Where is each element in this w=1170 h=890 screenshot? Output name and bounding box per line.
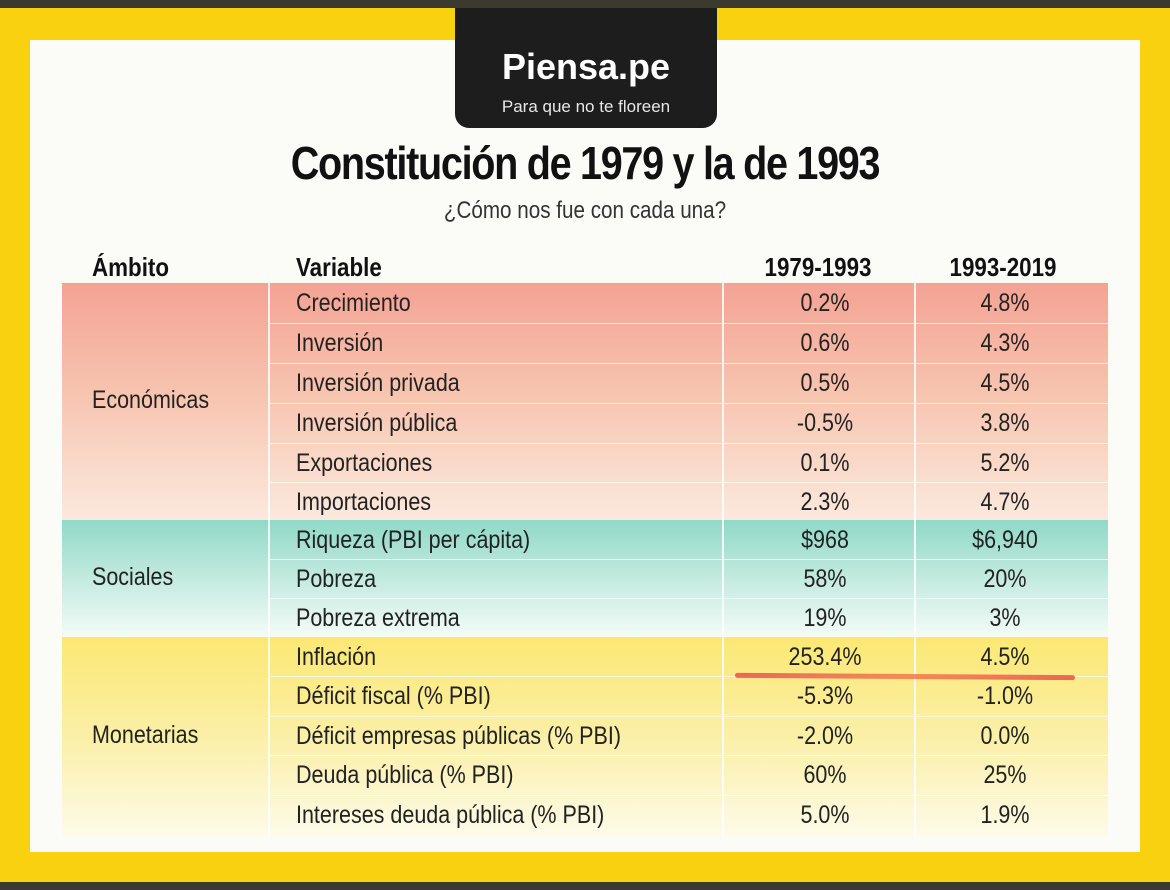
variable-cell: Pobreza extrema bbox=[296, 604, 460, 632]
column-divider bbox=[722, 283, 724, 837]
value-1979-1993-cell: -2.0% bbox=[796, 722, 854, 750]
value-1979-1993-cell: 58% bbox=[803, 565, 847, 593]
value-1993-2019-cell: 1.9% bbox=[980, 801, 1030, 829]
variable-cell: Inversión bbox=[296, 329, 384, 357]
header-period-1979-1993: 1979-1993 bbox=[764, 252, 872, 282]
value-1979-1993-cell: 19% bbox=[803, 604, 847, 632]
value-1993-2019-cell: 4.8% bbox=[980, 289, 1030, 317]
section-label: Monetarias bbox=[92, 721, 199, 749]
value-1993-2019-cell: 20% bbox=[983, 565, 1027, 593]
value-1979-1993-cell: 2.3% bbox=[800, 488, 850, 516]
page-title: Constitución de 1979 y la de 1993 bbox=[290, 137, 881, 189]
row-divider bbox=[270, 482, 1108, 483]
value-1979-1993-cell: $968 bbox=[801, 526, 849, 554]
row-divider bbox=[270, 755, 1108, 756]
value-1979-1993-cell: 60% bbox=[803, 761, 847, 789]
section-band-economicas bbox=[62, 283, 1108, 520]
value-1993-2019-cell: 3% bbox=[989, 604, 1021, 632]
value-1993-2019-cell: 4.3% bbox=[980, 329, 1030, 357]
value-1979-1993-cell: 253.4% bbox=[788, 643, 862, 671]
value-1979-1993-cell: 5.0% bbox=[800, 801, 850, 829]
value-1979-1993-cell: 0.2% bbox=[800, 289, 850, 317]
variable-cell: Exportaciones bbox=[296, 449, 433, 477]
row-divider bbox=[270, 363, 1108, 364]
variable-cell: Intereses deuda pública (% PBI) bbox=[296, 801, 605, 829]
variable-cell: Pobreza bbox=[296, 565, 377, 593]
brand-logo: Piensa.pe bbox=[501, 46, 671, 87]
variable-cell: Deuda pública (% PBI) bbox=[296, 761, 514, 789]
row-divider bbox=[270, 598, 1108, 599]
value-1979-1993-cell: 0.6% bbox=[800, 329, 850, 357]
value-1993-2019-cell: 0.0% bbox=[980, 722, 1030, 750]
row-divider bbox=[270, 443, 1108, 444]
value-1993-2019-cell: $6,940 bbox=[972, 526, 1038, 554]
value-1993-2019-cell: 4.5% bbox=[980, 643, 1030, 671]
value-1979-1993-cell: 0.5% bbox=[800, 369, 850, 397]
variable-cell: Riqueza (PBI per cápita) bbox=[296, 526, 531, 554]
variable-cell: Inversión privada bbox=[296, 369, 460, 397]
row-divider bbox=[270, 716, 1108, 717]
row-divider bbox=[270, 403, 1108, 404]
section-band-monetarias bbox=[62, 637, 1108, 837]
brand-badge: Piensa.pe Para que no te floreen bbox=[455, 8, 717, 128]
value-1993-2019-cell: 5.2% bbox=[980, 449, 1030, 477]
header-period-1993-2019: 1993-2019 bbox=[949, 252, 1057, 282]
header-variable: Variable bbox=[296, 252, 382, 282]
variable-cell: Importaciones bbox=[296, 488, 432, 516]
brand-tagline: Para que no te floreen bbox=[501, 97, 671, 116]
value-1993-2019-cell: 25% bbox=[983, 761, 1027, 789]
column-divider bbox=[914, 283, 916, 837]
variable-cell: Crecimiento bbox=[296, 289, 411, 317]
value-1979-1993-cell: -0.5% bbox=[796, 409, 854, 437]
variable-cell: Inversión pública bbox=[296, 409, 458, 437]
section-band-sociales bbox=[62, 520, 1108, 637]
header-ambito: Ámbito bbox=[92, 252, 170, 282]
value-1993-2019-cell: 4.5% bbox=[980, 369, 1030, 397]
variable-cell: Inflación bbox=[296, 643, 377, 671]
column-divider bbox=[268, 283, 270, 837]
row-divider bbox=[270, 676, 1108, 677]
row-divider bbox=[270, 323, 1108, 324]
row-divider bbox=[270, 795, 1108, 796]
page-subtitle: ¿Cómo nos fue con cada una? bbox=[443, 197, 727, 224]
value-1993-2019-cell: 3.8% bbox=[980, 409, 1030, 437]
value-1993-2019-cell: -1.0% bbox=[976, 682, 1034, 710]
section-label: Sociales bbox=[92, 563, 174, 591]
row-divider bbox=[270, 559, 1108, 560]
variable-cell: Déficit fiscal (% PBI) bbox=[296, 682, 491, 710]
value-1979-1993-cell: -5.3% bbox=[796, 682, 854, 710]
variable-cell: Déficit empresas públicas (% PBI) bbox=[296, 722, 621, 750]
section-label: Económicas bbox=[92, 386, 210, 414]
value-1993-2019-cell: 4.7% bbox=[980, 488, 1030, 516]
value-1979-1993-cell: 0.1% bbox=[800, 449, 850, 477]
